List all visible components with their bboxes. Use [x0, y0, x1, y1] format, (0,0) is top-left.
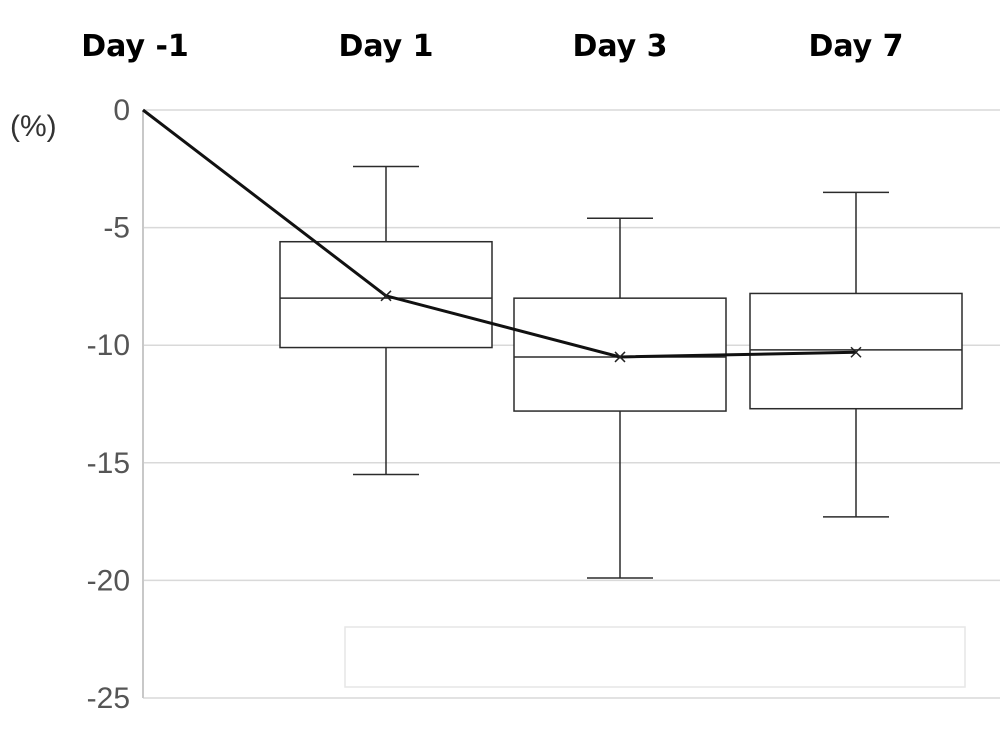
mean-marker	[380, 290, 392, 302]
mean-marker	[614, 351, 626, 363]
box-2	[513, 217, 727, 579]
mean-series	[142, 108, 862, 363]
y-tick-label: -15	[87, 447, 130, 480]
mean-marker	[850, 346, 862, 358]
category-labels: Day -1 Day 1 Day 3 Day 7	[81, 29, 903, 64]
y-tick-label: -10	[87, 329, 130, 362]
category-label: Day 7	[808, 29, 903, 64]
y-tick-labels: 0 -5 -10 -15 -20 -25	[87, 94, 130, 715]
category-label: Day -1	[81, 29, 189, 64]
y-unit-label: (%)	[10, 110, 57, 143]
y-tick-label: -25	[87, 682, 130, 715]
category-label: Day 3	[572, 29, 667, 64]
category-label: Day 1	[338, 29, 433, 64]
y-tick-label: 0	[113, 94, 130, 127]
y-tick-label: -20	[87, 564, 130, 597]
mean-line	[142, 108, 857, 359]
y-tick-label: -5	[103, 212, 130, 245]
box-3	[749, 191, 963, 518]
legend-box	[344, 626, 966, 688]
box-1	[279, 165, 493, 476]
box-iqr	[749, 292, 963, 410]
